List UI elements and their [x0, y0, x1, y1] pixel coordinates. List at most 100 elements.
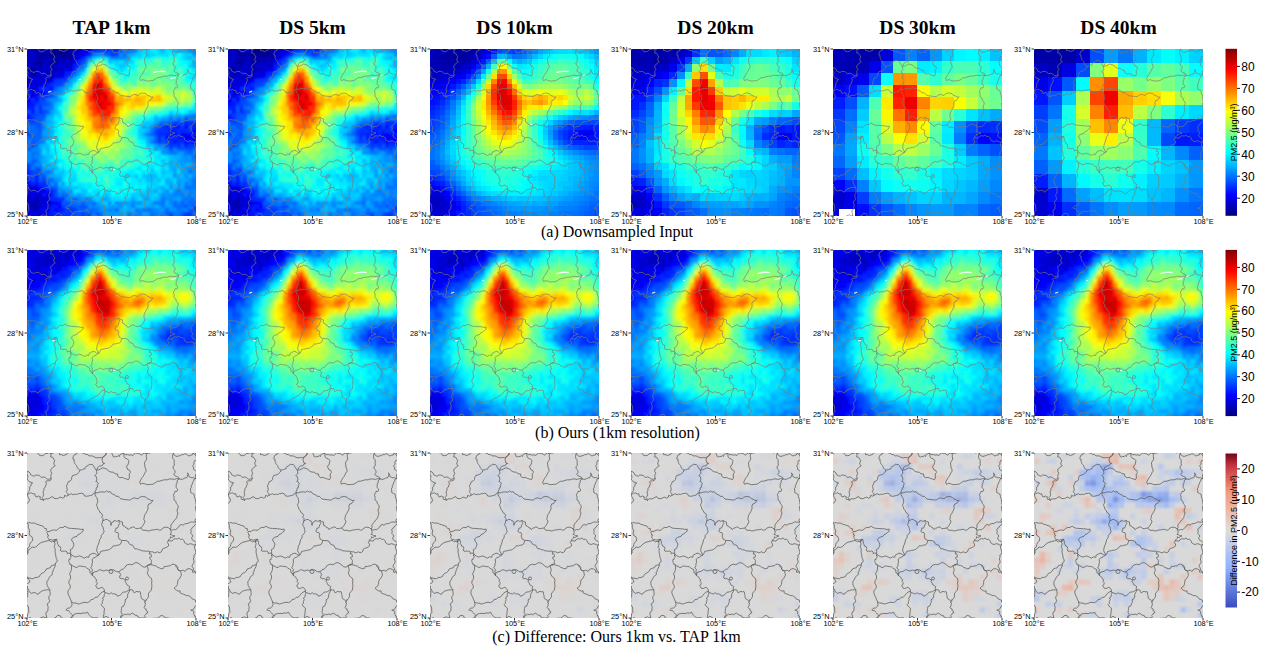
svg-text:50: 50	[1241, 326, 1255, 340]
svg-text:105°E: 105°E	[303, 417, 323, 426]
svg-text:102°E: 102°E	[17, 619, 37, 628]
svg-text:31°N: 31°N	[410, 246, 427, 255]
svg-text:28°N: 28°N	[208, 128, 225, 137]
svg-text:102°E: 102°E	[1024, 417, 1044, 426]
svg-text:105°E: 105°E	[505, 217, 525, 226]
svg-text:105°E: 105°E	[706, 417, 726, 426]
svg-text:28°N: 28°N	[1014, 329, 1031, 338]
svg-text:DS 30km: DS 30km	[879, 17, 955, 38]
svg-text:(a) Downsampled Input: (a) Downsampled Input	[541, 223, 694, 241]
svg-text:31°N: 31°N	[813, 45, 830, 54]
svg-text:28°N: 28°N	[611, 128, 628, 137]
svg-text:102°E: 102°E	[420, 417, 440, 426]
svg-text:108°E: 108°E	[992, 217, 1012, 226]
svg-text:31°N: 31°N	[208, 45, 225, 54]
svg-text:31°N: 31°N	[1014, 246, 1031, 255]
svg-text:80: 80	[1241, 261, 1255, 275]
svg-text:28°N: 28°N	[208, 531, 225, 540]
svg-text:40: 40	[1241, 348, 1255, 362]
svg-text:108°E: 108°E	[589, 619, 609, 628]
svg-text:105°E: 105°E	[303, 619, 323, 628]
svg-text:31°N: 31°N	[611, 449, 628, 458]
svg-text:70: 70	[1241, 82, 1255, 96]
svg-text:28°N: 28°N	[7, 128, 24, 137]
svg-text:31°N: 31°N	[410, 449, 427, 458]
svg-text:(c) Difference: Ours 1km vs. T: (c) Difference: Ours 1km vs. TAP 1km	[492, 628, 741, 646]
svg-text:28°N: 28°N	[1014, 128, 1031, 137]
svg-text:105°E: 105°E	[1109, 619, 1129, 628]
svg-text:60: 60	[1241, 304, 1255, 318]
svg-text:28°N: 28°N	[813, 128, 830, 137]
svg-text:DS 40km: DS 40km	[1080, 17, 1156, 38]
svg-text:40: 40	[1241, 148, 1255, 162]
svg-text:28°N: 28°N	[410, 329, 427, 338]
svg-text:108°E: 108°E	[1193, 619, 1213, 628]
svg-text:108°E: 108°E	[992, 619, 1012, 628]
svg-text:0: 0	[1241, 524, 1248, 538]
svg-text:DS 10km: DS 10km	[476, 17, 552, 38]
svg-text:108°E: 108°E	[1193, 217, 1213, 226]
svg-text:28°N: 28°N	[611, 531, 628, 540]
svg-text:108°E: 108°E	[387, 619, 407, 628]
svg-text:102°E: 102°E	[621, 619, 641, 628]
svg-text:31°N: 31°N	[208, 246, 225, 255]
svg-text:105°E: 105°E	[908, 417, 928, 426]
svg-text:(b) Ours (1km resolution): (b) Ours (1km resolution)	[535, 424, 700, 442]
svg-text:TAP 1km: TAP 1km	[72, 17, 150, 38]
svg-text:31°N: 31°N	[208, 449, 225, 458]
svg-text:DS 5km: DS 5km	[279, 17, 346, 38]
svg-text:105°E: 105°E	[706, 217, 726, 226]
svg-text:108°E: 108°E	[790, 417, 810, 426]
svg-text:105°E: 105°E	[1109, 417, 1129, 426]
svg-text:DS 20km: DS 20km	[677, 17, 753, 38]
svg-text:28°N: 28°N	[7, 329, 24, 338]
svg-text:102°E: 102°E	[1024, 217, 1044, 226]
svg-text:80: 80	[1241, 60, 1255, 74]
svg-text:105°E: 105°E	[102, 417, 122, 426]
svg-text:105°E: 105°E	[303, 217, 323, 226]
svg-text:105°E: 105°E	[908, 619, 928, 628]
svg-text:102°E: 102°E	[420, 217, 440, 226]
svg-text:PM2.5 (µg/m³): PM2.5 (µg/m³)	[1229, 103, 1239, 161]
svg-text:102°E: 102°E	[218, 217, 238, 226]
svg-text:108°E: 108°E	[186, 217, 206, 226]
svg-text:108°E: 108°E	[790, 217, 810, 226]
svg-text:31°N: 31°N	[813, 246, 830, 255]
svg-text:31°N: 31°N	[813, 449, 830, 458]
svg-text:105°E: 105°E	[505, 619, 525, 628]
svg-text:60: 60	[1241, 104, 1255, 118]
svg-text:108°E: 108°E	[790, 619, 810, 628]
svg-text:28°N: 28°N	[813, 531, 830, 540]
svg-text:102°E: 102°E	[17, 417, 37, 426]
svg-text:105°E: 105°E	[908, 217, 928, 226]
svg-text:102°E: 102°E	[1024, 619, 1044, 628]
svg-text:20: 20	[1241, 192, 1255, 206]
svg-text:28°N: 28°N	[813, 329, 830, 338]
svg-text:28°N: 28°N	[410, 128, 427, 137]
svg-text:102°E: 102°E	[420, 619, 440, 628]
svg-text:31°N: 31°N	[410, 45, 427, 54]
svg-text:108°E: 108°E	[186, 417, 206, 426]
svg-text:70: 70	[1241, 283, 1255, 297]
svg-text:10: 10	[1241, 493, 1255, 507]
svg-text:102°E: 102°E	[823, 417, 843, 426]
svg-text:105°E: 105°E	[1109, 217, 1129, 226]
svg-text:31°N: 31°N	[7, 45, 24, 54]
svg-text:102°E: 102°E	[823, 619, 843, 628]
svg-text:-10: -10	[1241, 555, 1259, 569]
svg-text:102°E: 102°E	[218, 417, 238, 426]
svg-text:20: 20	[1241, 392, 1255, 406]
svg-text:108°E: 108°E	[186, 619, 206, 628]
svg-text:28°N: 28°N	[7, 531, 24, 540]
svg-text:108°E: 108°E	[1193, 417, 1213, 426]
svg-text:31°N: 31°N	[1014, 45, 1031, 54]
svg-text:31°N: 31°N	[7, 449, 24, 458]
svg-text:31°N: 31°N	[7, 246, 24, 255]
svg-text:108°E: 108°E	[387, 217, 407, 226]
svg-text:PM2.5 (µg/m³): PM2.5 (µg/m³)	[1229, 304, 1239, 362]
svg-text:20: 20	[1241, 462, 1255, 476]
svg-text:31°N: 31°N	[611, 45, 628, 54]
svg-text:31°N: 31°N	[1014, 449, 1031, 458]
svg-text:50: 50	[1241, 126, 1255, 140]
svg-text:102°E: 102°E	[218, 619, 238, 628]
